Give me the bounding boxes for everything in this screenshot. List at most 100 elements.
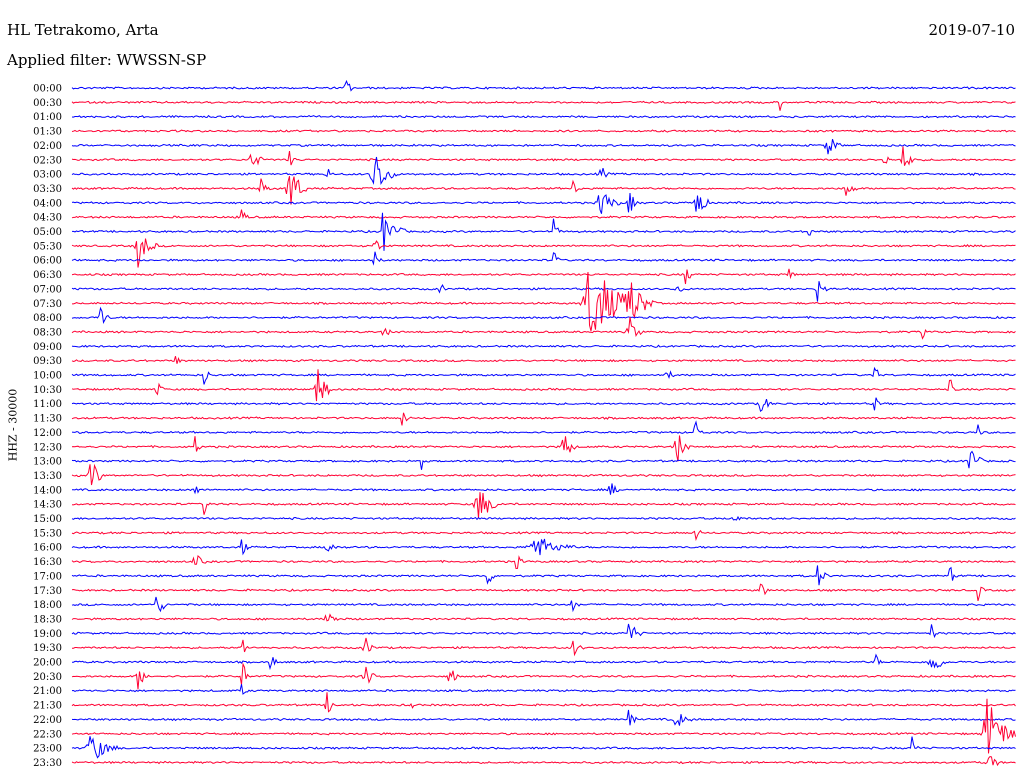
- row-time-label: 12:30: [33, 442, 62, 453]
- time-labels: 00:00 00:30 01:00 01:30 02:00 02:30 03:00 03:30…: [33, 84, 62, 769]
- trace-1730: [71, 583, 1016, 602]
- row-time-label: 15:30: [33, 528, 62, 539]
- date-label: 2019-07-10: [928, 21, 1015, 39]
- trace-1800: [71, 596, 1016, 613]
- trace-2130: [71, 692, 1016, 713]
- row-time-label: 03:30: [33, 184, 62, 195]
- trace-0430: [71, 209, 1016, 219]
- row-time-label: 12:00: [33, 428, 62, 439]
- trace-1630: [71, 554, 1016, 570]
- row-time-label: 11:00: [33, 399, 62, 410]
- row-time-label: 04:30: [33, 213, 62, 224]
- trace-1300: [71, 450, 1016, 470]
- row-time-label: 14:00: [33, 485, 62, 496]
- trace-0030: [71, 100, 1016, 111]
- trace-0230: [71, 146, 1016, 166]
- row-time-label: 08:30: [33, 327, 62, 338]
- trace-0530: [71, 238, 1016, 268]
- trace-0900: [71, 344, 1016, 348]
- row-time-label: 08:00: [33, 313, 62, 324]
- trace-2000: [71, 653, 1016, 671]
- row-time-label: 02:00: [33, 141, 62, 152]
- row-time-label: 16:00: [33, 543, 62, 554]
- row-time-label: 15:00: [33, 514, 62, 525]
- row-time-label: 05:30: [33, 241, 62, 252]
- trace-0400: [71, 192, 1016, 214]
- row-time-label: 23:30: [33, 758, 62, 769]
- row-time-label: 00:30: [33, 98, 62, 109]
- row-time-label: 17:30: [33, 586, 62, 597]
- row-time-label: 21:30: [33, 701, 62, 712]
- row-time-label: 07:30: [33, 299, 62, 310]
- row-time-label: 16:30: [33, 557, 62, 568]
- trace-1230: [71, 435, 1016, 462]
- trace-2200: [71, 709, 1016, 726]
- seismic-traces: [71, 79, 1016, 767]
- row-time-label: 03:00: [33, 170, 62, 181]
- trace-1330: [71, 463, 1016, 486]
- row-time-label: 06:00: [33, 256, 62, 267]
- trace-0700: [71, 281, 1016, 302]
- trace-0730: [72, 271, 1016, 332]
- row-time-label: 11:30: [33, 414, 62, 425]
- trace-0300: [71, 156, 1016, 186]
- trace-0500: [72, 212, 1016, 251]
- trace-0200: [71, 139, 1016, 155]
- row-time-label: 18:30: [33, 614, 62, 625]
- row-time-label: 14:30: [33, 500, 62, 511]
- row-time-label: 21:00: [33, 686, 62, 697]
- trace-2300: [71, 736, 1016, 759]
- trace-0830: [71, 316, 1016, 340]
- filter-label: Applied filter: WWSSN-SP: [7, 51, 207, 69]
- trace-1200: [71, 420, 1016, 435]
- trace-0130: [71, 129, 1016, 133]
- trace-1530: [71, 529, 1016, 542]
- trace-2230: [71, 698, 1016, 754]
- trace-1600: [71, 538, 1016, 556]
- trace-0630: [71, 268, 1016, 285]
- row-time-label: 20:30: [33, 672, 62, 683]
- trace-1100: [71, 397, 1016, 413]
- trace-1930: [72, 637, 1016, 657]
- row-time-label: 04:00: [33, 198, 62, 209]
- trace-1400: [71, 483, 1016, 495]
- row-time-label: 00:00: [33, 84, 62, 95]
- trace-1030: [71, 369, 1016, 402]
- row-time-label: 13:30: [33, 471, 62, 482]
- trace-0800: [71, 306, 1016, 324]
- row-time-label: 19:00: [33, 629, 62, 640]
- row-time-label: 01:30: [33, 127, 62, 138]
- row-time-label: 23:00: [33, 744, 62, 755]
- trace-0000: [71, 79, 1016, 92]
- trace-1500: [71, 515, 1016, 521]
- trace-2100: [71, 684, 1016, 695]
- trace-2330: [71, 756, 1016, 767]
- trace-0600: [71, 251, 1016, 266]
- row-time-label: 18:00: [33, 600, 62, 611]
- trace-2030: [71, 662, 1016, 690]
- station-title: HL Tetrakomo, Arta: [7, 21, 159, 39]
- row-time-label: 22:00: [33, 715, 62, 726]
- trace-1900: [71, 623, 1016, 639]
- row-time-label: 20:00: [33, 658, 62, 669]
- trace-0930: [71, 356, 1016, 364]
- row-time-label: 09:00: [33, 342, 62, 353]
- trace-1700: [71, 565, 1016, 586]
- row-time-label: 22:30: [33, 729, 62, 740]
- trace-1430: [71, 492, 1016, 519]
- row-time-label: 17:00: [33, 571, 62, 582]
- trace-0330: [71, 175, 1016, 205]
- row-time-label: 10:00: [33, 371, 62, 382]
- row-time-label: 01:00: [33, 112, 62, 123]
- row-time-label: 13:00: [33, 457, 62, 468]
- row-time-label: 05:00: [33, 227, 62, 238]
- trace-1130: [71, 412, 1016, 426]
- row-time-label: 06:30: [33, 270, 62, 281]
- trace-1830: [71, 613, 1016, 622]
- row-time-label: 10:30: [33, 385, 62, 396]
- trace-1000: [71, 366, 1016, 385]
- row-time-label: 07:00: [33, 284, 62, 295]
- row-time-label: 09:30: [33, 356, 62, 367]
- trace-0100: [71, 114, 1016, 119]
